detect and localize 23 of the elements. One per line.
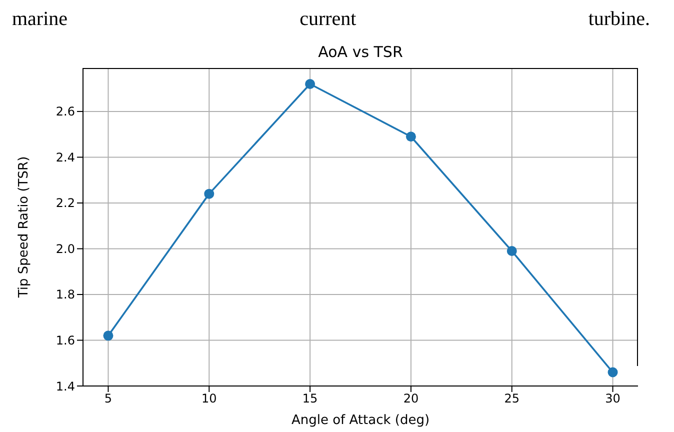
y-tick-label: 2.4 xyxy=(56,150,75,164)
x-axis-title: Angle of Attack (deg) xyxy=(291,413,430,428)
x-tick-label: 15 xyxy=(302,392,318,406)
chart-title: AoA vs TSR xyxy=(317,43,404,61)
x-tick-label: 20 xyxy=(403,392,419,406)
point xyxy=(406,132,416,142)
y-axis-title: Tip Speed Ratio (TSR) xyxy=(16,156,32,299)
x-tick-label: 25 xyxy=(504,392,520,406)
point xyxy=(103,330,114,341)
y-tick-label: 1.8 xyxy=(56,288,75,302)
x-tick-label: 5 xyxy=(104,392,112,406)
text: marine current turbine. xyxy=(12,8,650,30)
point xyxy=(204,188,214,199)
x-tick-label: 10 xyxy=(201,392,217,406)
y-tick-label: 2.2 xyxy=(56,196,75,210)
y-tick-label: 2.0 xyxy=(56,242,75,256)
x-tick-label: 30 xyxy=(605,392,620,406)
point xyxy=(305,79,316,90)
y-tick-label: 1.6 xyxy=(56,334,75,348)
point xyxy=(506,246,517,256)
point xyxy=(608,367,618,378)
y-tick-label: 1.4 xyxy=(56,379,75,394)
y-tick-label: 2.6 xyxy=(56,104,75,119)
